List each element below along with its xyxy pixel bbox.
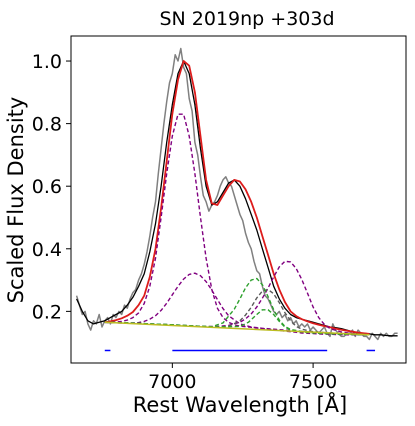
- x-axis-label: Rest Wavelength [Å]: [133, 391, 347, 417]
- y-tick-label: 0.2: [32, 301, 62, 323]
- y-tick-label: 1.0: [32, 51, 62, 73]
- y-tick-label: 0.4: [32, 239, 62, 261]
- series-gaussian-component-3: [104, 113, 370, 336]
- series-total-fit-2: [104, 60, 370, 335]
- series-continuum-9: [104, 321, 370, 336]
- y-tick-label: 0.8: [32, 114, 62, 136]
- y-axis-ticks: 0.2 0.4 0.6 0.8 1.0: [32, 51, 71, 323]
- y-tick-label: 0.6: [32, 176, 62, 198]
- y-axis-label: Scaled Flux Density: [4, 97, 28, 304]
- series-smoothed-spectrum-1: [76, 60, 398, 337]
- x-tick-label: 7000: [148, 371, 196, 393]
- series-gaussian-component-6: [104, 288, 370, 336]
- x-axis-ticks: 7000 7500: [148, 363, 337, 393]
- x-tick-label: 7500: [289, 371, 337, 393]
- chart-title: SN 2019np +303d: [159, 8, 334, 30]
- series-observed-spectrum-0: [75, 47, 398, 341]
- plot-frame: [70, 35, 407, 364]
